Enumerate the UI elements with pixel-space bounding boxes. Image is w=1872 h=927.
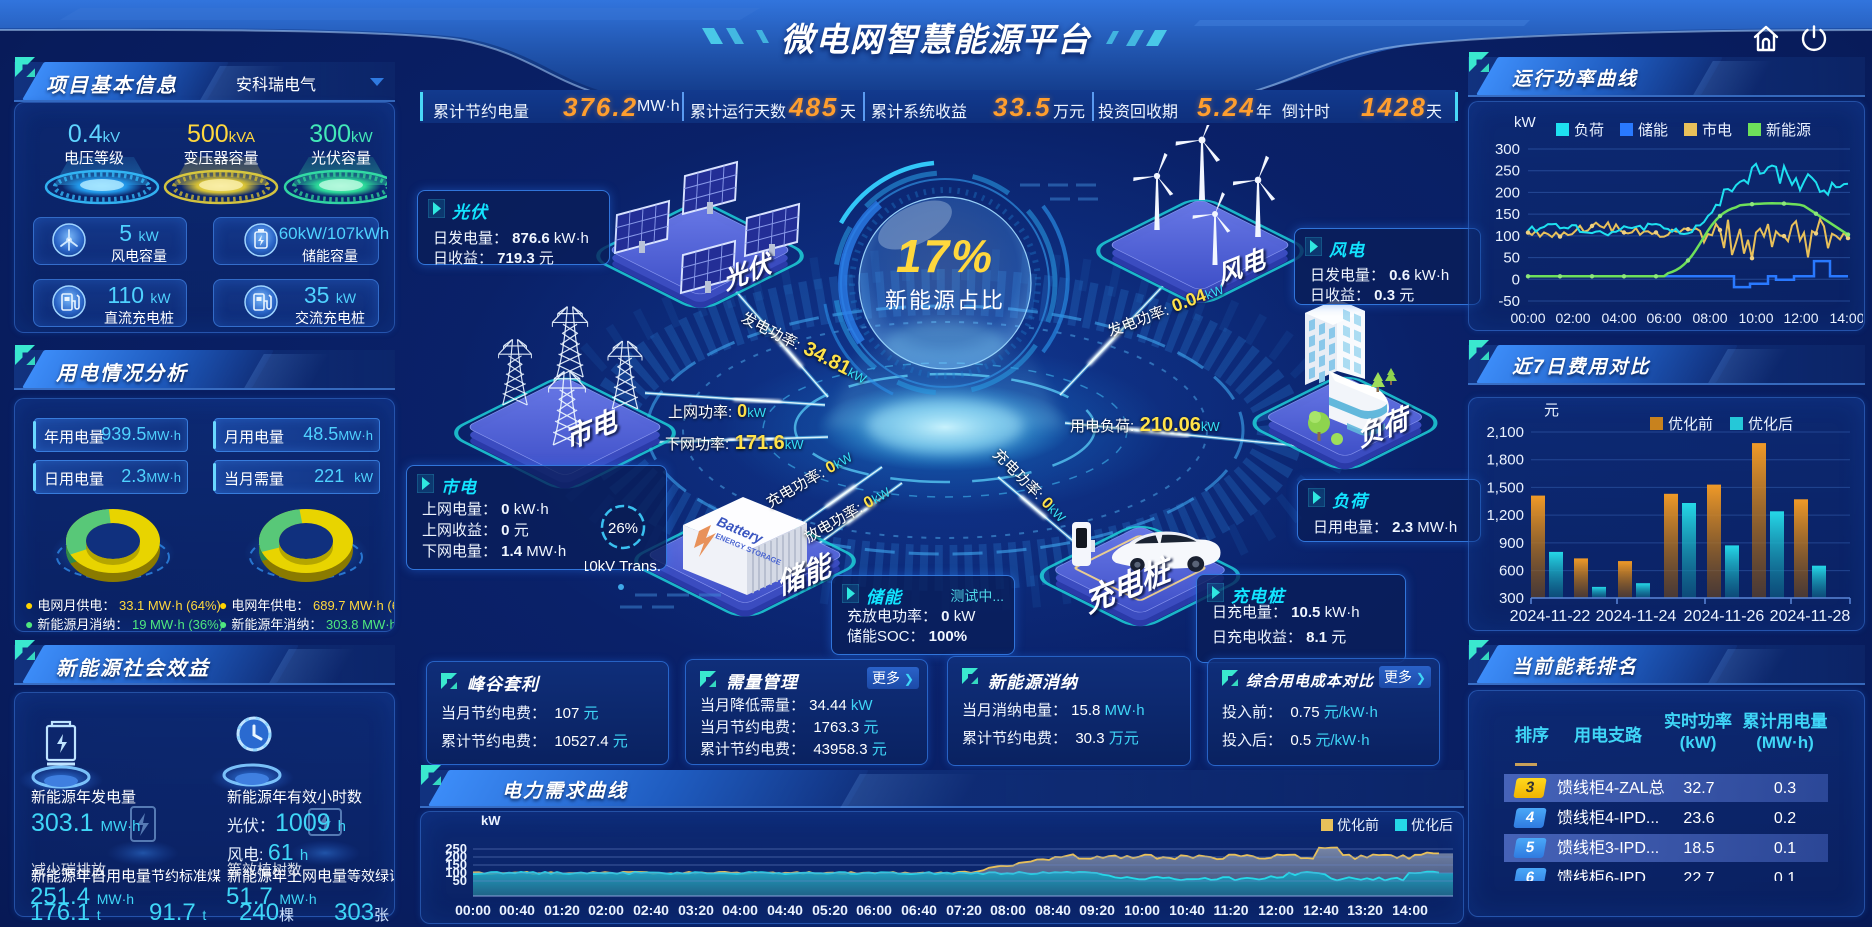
svg-text:10:00: 10:00: [1124, 902, 1160, 918]
svg-text:用电负荷: 210.06kW: 用电负荷: 210.06kW: [1070, 414, 1220, 436]
svg-text:150: 150: [1495, 206, 1520, 223]
svg-text:2024-11-22: 2024-11-22: [1510, 608, 1591, 625]
svg-text:新能源占比: 新能源占比: [885, 288, 1005, 313]
svg-text:2024-11-26: 2024-11-26: [1684, 608, 1765, 625]
svg-text:01:20: 01:20: [544, 902, 580, 918]
svg-text:1,200: 1,200: [1486, 507, 1524, 524]
svg-text:负荷: 负荷: [1574, 122, 1604, 139]
svg-text:优化前: 优化前: [1337, 817, 1379, 833]
svg-text:1,500: 1,500: [1486, 479, 1524, 496]
svg-text:优化后: 优化后: [1748, 416, 1793, 433]
svg-text:市电: 市电: [1702, 122, 1732, 139]
svg-text:06:40: 06:40: [901, 902, 937, 918]
svg-text:02:40: 02:40: [633, 902, 669, 918]
svg-text:08:00: 08:00: [990, 902, 1026, 918]
svg-text:00:00: 00:00: [455, 902, 491, 918]
svg-text:1,800: 1,800: [1486, 452, 1524, 469]
svg-text:02:00: 02:00: [1555, 310, 1590, 326]
svg-text:26%: 26%: [608, 520, 638, 537]
svg-text:600: 600: [1499, 563, 1524, 580]
svg-text:14:00: 14:00: [1392, 902, 1428, 918]
svg-text:00:00: 00:00: [1510, 310, 1545, 326]
svg-text:100: 100: [445, 865, 467, 880]
svg-text:08:00: 08:00: [1692, 310, 1727, 326]
svg-text:150: 150: [445, 857, 467, 872]
svg-text:250: 250: [1495, 163, 1520, 180]
svg-text:优化前: 优化前: [1668, 416, 1713, 433]
svg-text:50: 50: [453, 873, 467, 888]
svg-text:10kV Trans.: 10kV Trans.: [585, 558, 661, 575]
svg-text:11:20: 11:20: [1213, 902, 1248, 918]
svg-text:0: 0: [1512, 271, 1520, 288]
svg-text:00:40: 00:40: [499, 902, 535, 918]
svg-text:元: 元: [1544, 402, 1559, 419]
svg-text:-50: -50: [1498, 293, 1520, 310]
svg-text:900: 900: [1499, 535, 1524, 552]
svg-text:优化后: 优化后: [1411, 817, 1453, 833]
svg-text:上网功率: 0kW: 上网功率: 0kW: [668, 401, 767, 421]
svg-text:50: 50: [1503, 250, 1520, 267]
svg-text:09:20: 09:20: [1079, 902, 1115, 918]
svg-text:04:00: 04:00: [1601, 310, 1636, 326]
svg-text:200: 200: [445, 849, 467, 864]
svg-text:新能源: 新能源: [1766, 122, 1811, 139]
svg-text:250: 250: [445, 841, 467, 856]
svg-text:kW: kW: [481, 813, 501, 828]
svg-text:2024-11-24: 2024-11-24: [1596, 608, 1677, 625]
svg-text:300: 300: [1499, 590, 1524, 607]
svg-text:200: 200: [1495, 184, 1520, 201]
svg-text:下网功率: 171.6kW: 下网功率: 171.6kW: [665, 432, 804, 454]
svg-text:2024-11-28: 2024-11-28: [1770, 608, 1851, 625]
svg-text:kW: kW: [1514, 114, 1537, 131]
svg-text:300: 300: [1495, 141, 1520, 158]
svg-text:10:00: 10:00: [1738, 310, 1773, 326]
svg-text:2,100: 2,100: [1486, 424, 1524, 441]
svg-text:14:00: 14:00: [1829, 310, 1863, 326]
svg-text:12:00: 12:00: [1258, 902, 1294, 918]
svg-text:12:00: 12:00: [1783, 310, 1818, 326]
svg-text:06:00: 06:00: [1646, 310, 1681, 326]
svg-text:13:20: 13:20: [1347, 902, 1383, 918]
svg-text:100: 100: [1495, 228, 1520, 245]
svg-text:05:20: 05:20: [812, 902, 848, 918]
svg-text:03:20: 03:20: [678, 902, 714, 918]
svg-text:07:20: 07:20: [946, 902, 982, 918]
svg-text:04:00: 04:00: [722, 902, 758, 918]
svg-text:17%: 17%: [896, 230, 994, 282]
svg-text:06:00: 06:00: [856, 902, 892, 918]
svg-text:08:40: 08:40: [1035, 902, 1071, 918]
svg-text:储能: 储能: [1638, 122, 1668, 139]
svg-text:02:00: 02:00: [588, 902, 624, 918]
svg-text:04:40: 04:40: [767, 902, 803, 918]
svg-text:12:40: 12:40: [1303, 902, 1339, 918]
svg-text:10:40: 10:40: [1169, 902, 1205, 918]
